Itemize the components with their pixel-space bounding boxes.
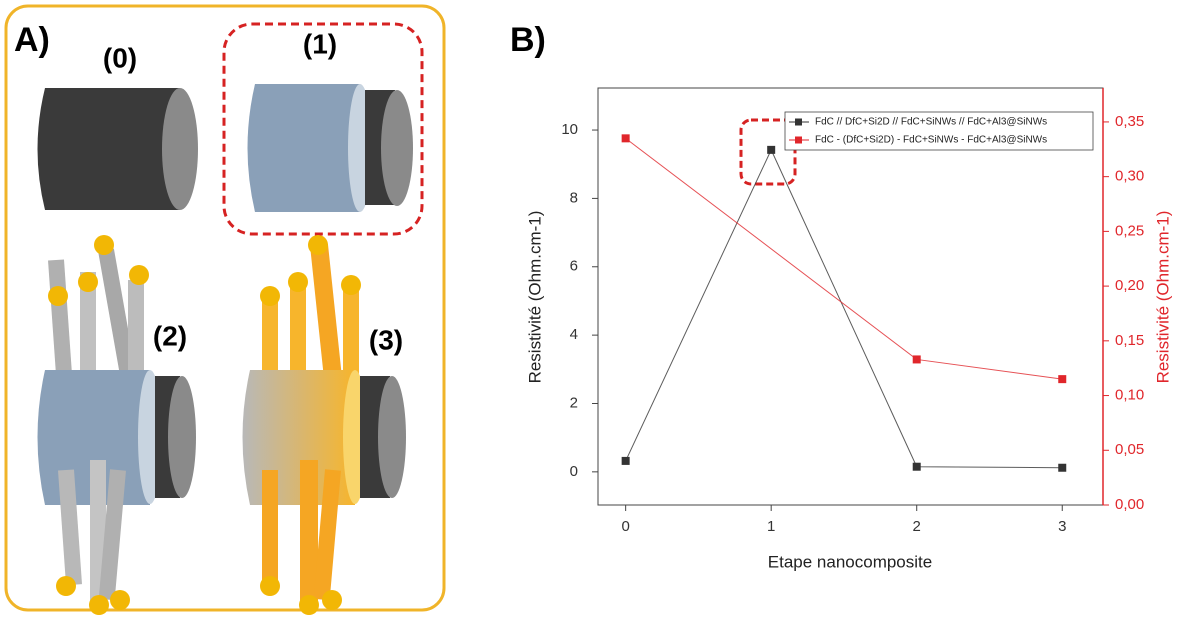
y-tick-label: 8 [570,189,578,206]
data-point [912,462,921,471]
y2-tick-label: 0,05 [1115,441,1144,458]
x-tick-label: 3 [1058,518,1066,535]
highlight-box [222,22,424,236]
x-axis-title: Etape nanocomposite [768,552,932,571]
diagram-label: (1) [303,28,337,59]
diagram-label: (3) [369,324,403,355]
diagram-label: (2) [153,320,187,351]
x-tick-label: 2 [913,518,921,535]
legend-marker [795,136,802,144]
y-tick-label: 4 [570,326,578,343]
cylinder [242,235,406,615]
data-point [1058,463,1067,472]
y-tick-label: 10 [561,121,578,138]
y2-tick-label: 0,25 [1115,222,1144,239]
highlight-box [739,118,797,186]
panel-label: B) [510,21,546,59]
panel-a-frame [4,4,446,612]
legend-box [784,111,1094,151]
y2-tick-label: 0,15 [1115,332,1144,349]
y-axis-title: Resistivité (Ohm.cm-1) [525,211,544,384]
legend-label: FdC - (DfC+Si2D) - FdC+SiNWs - FdC+Al3@S… [815,135,1047,146]
cylinder [37,235,196,615]
data-point [912,355,921,364]
legend-label: FdC // DfC+Si2D // FdC+SiNWs // FdC+Al3@… [815,117,1047,128]
y-tick-label: 0 [570,463,578,480]
y2-tick-label: 0,35 [1115,113,1144,130]
plot-frame [597,87,1104,506]
legend-marker [795,118,802,126]
y-tick-label: 6 [570,258,578,275]
x-tick-label: 0 [621,518,629,535]
y2-tick-label: 0,00 [1115,496,1144,513]
y2-tick-label: 0,10 [1115,387,1144,404]
cylinder [247,84,413,212]
series-line [625,137,1063,380]
data-point [767,145,776,154]
y2-tick-label: 0,30 [1115,168,1144,185]
y2-axis-title: Resistivité (Ohm.cm-1) [1153,211,1172,384]
panel-label: A) [14,21,50,59]
diagram-label: (0) [103,42,137,73]
series-line [625,148,1063,469]
cylinder [37,88,198,210]
data-point [621,456,630,465]
y2-tick-label: 0,20 [1115,277,1144,294]
data-point [621,134,630,143]
data-point [1058,375,1067,384]
x-tick-label: 1 [767,518,775,535]
y-tick-label: 2 [570,394,578,411]
